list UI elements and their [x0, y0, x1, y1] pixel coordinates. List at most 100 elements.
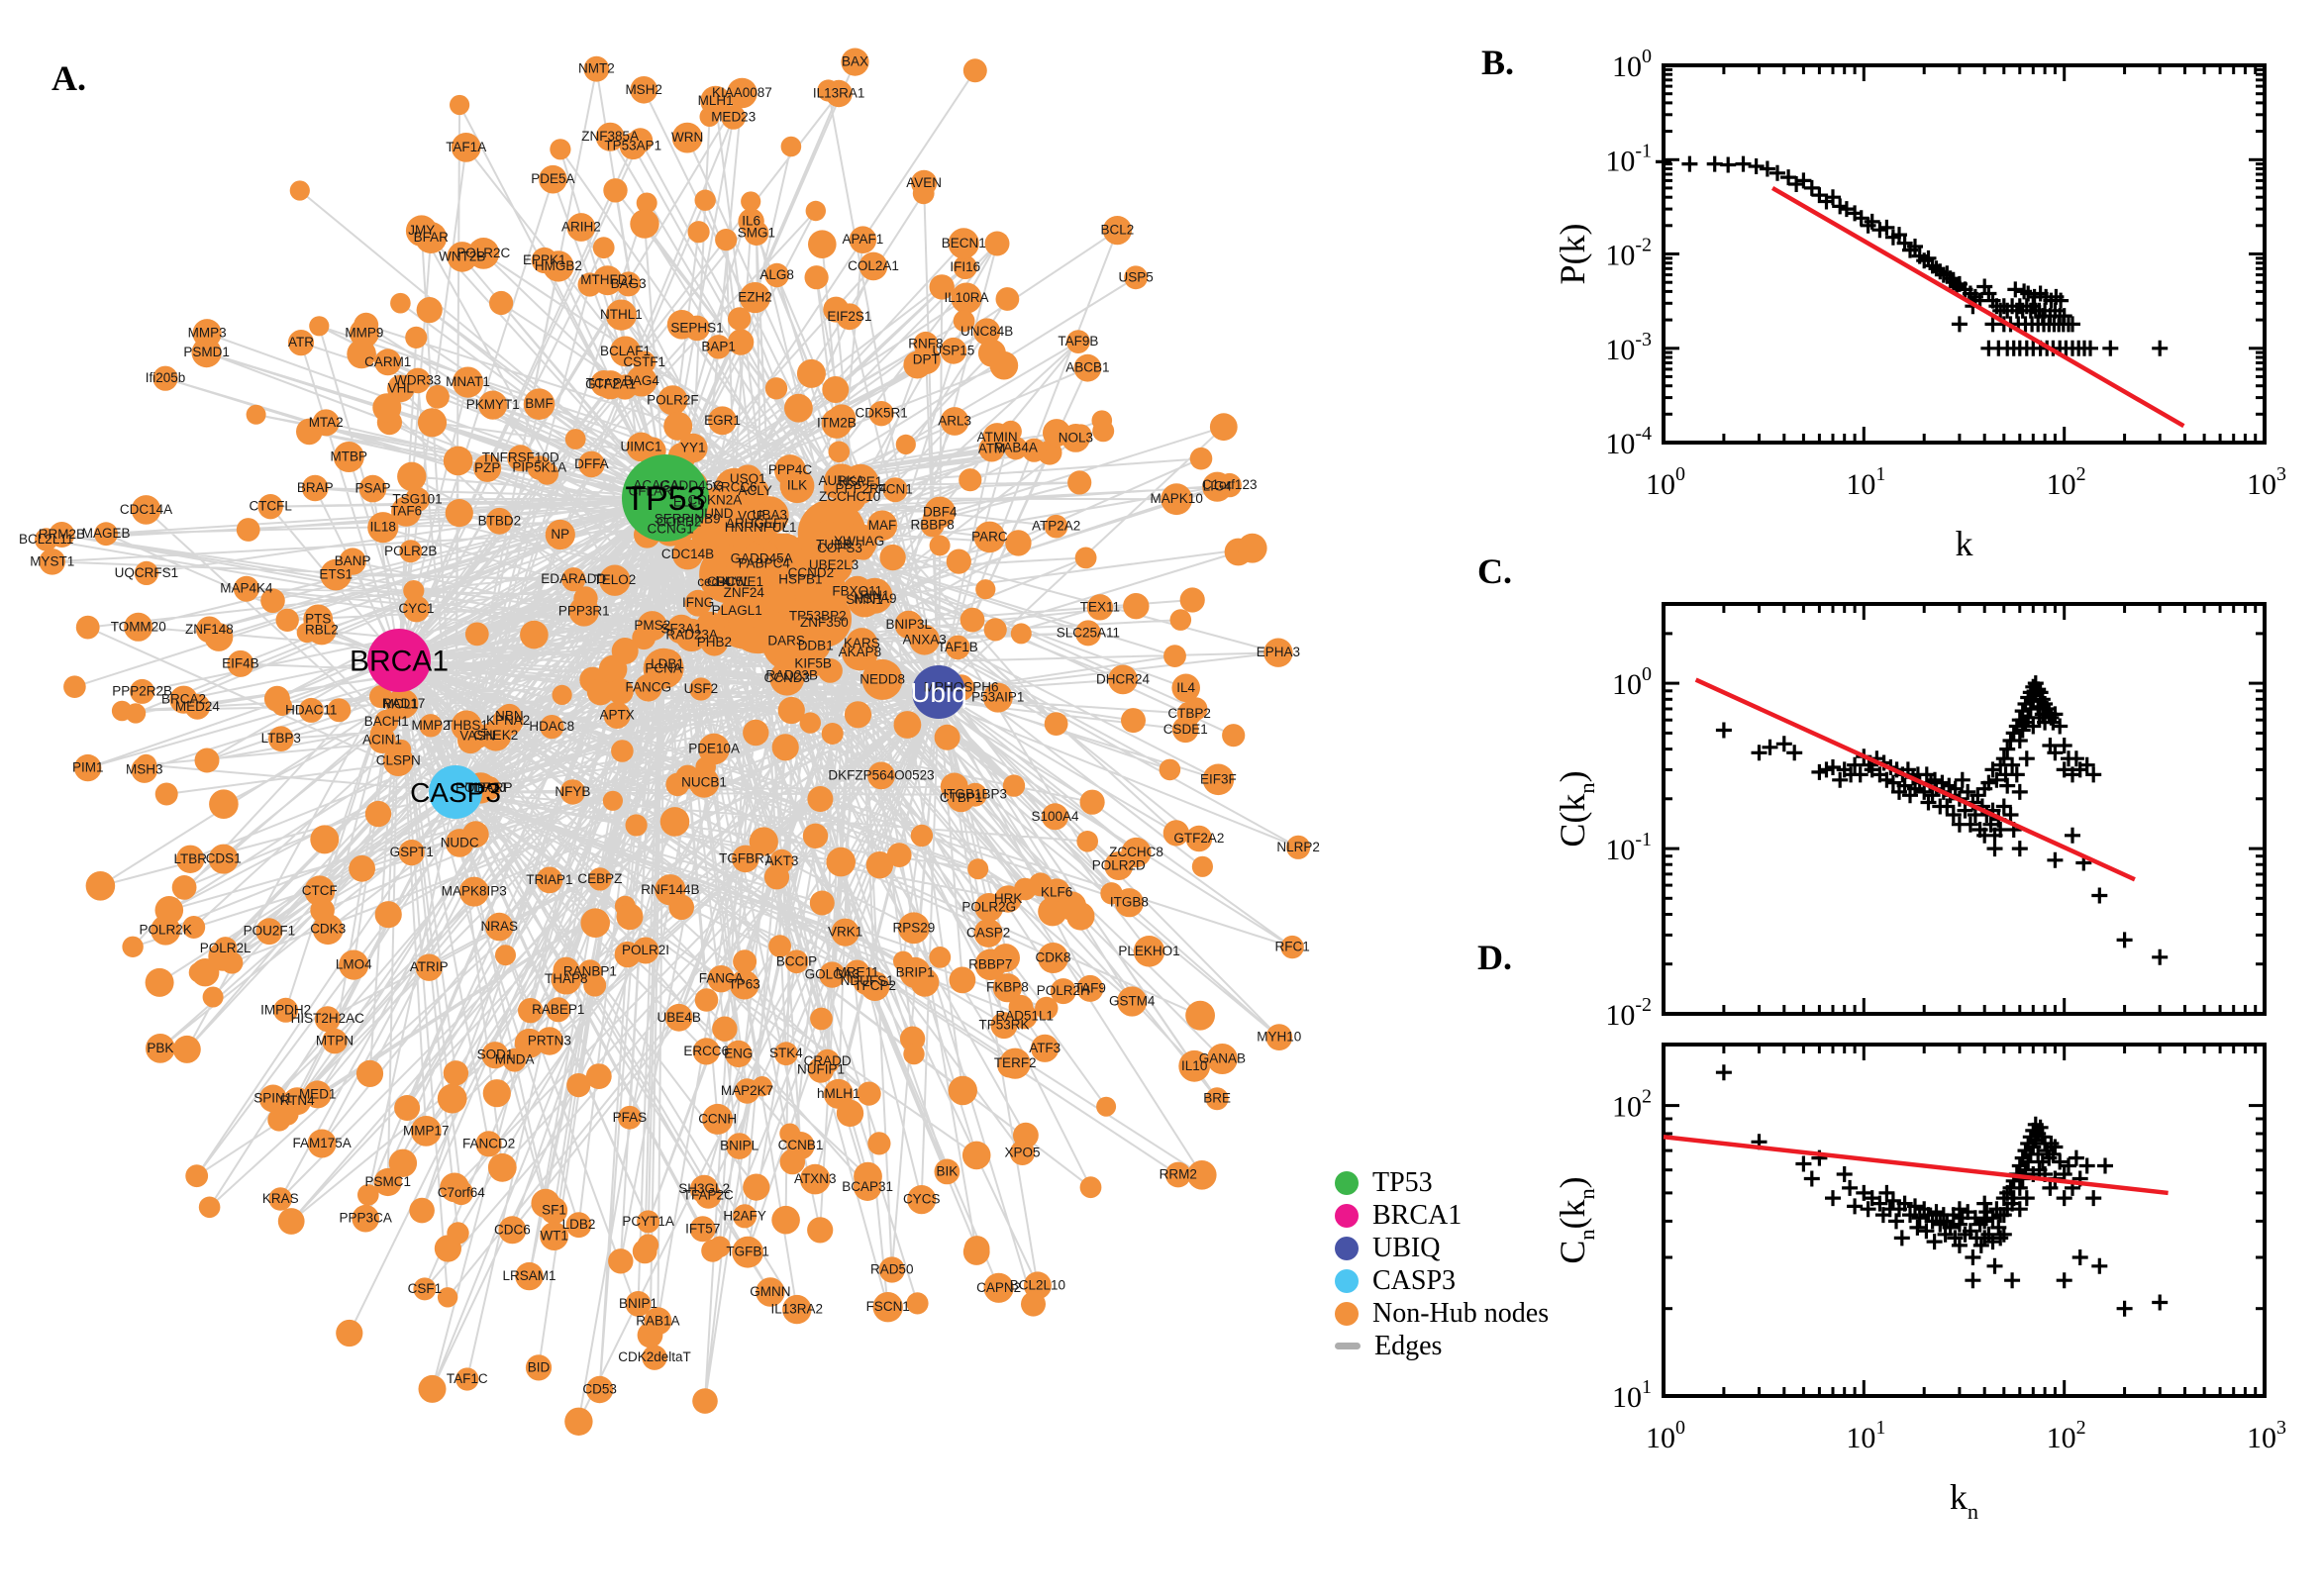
- network-node: [1178, 1049, 1211, 1082]
- network-node: [907, 1185, 937, 1215]
- network-node: [1004, 437, 1028, 460]
- network-node: [663, 411, 693, 441]
- network-node: [807, 1217, 834, 1244]
- network-node-label: IL10: [1181, 1058, 1207, 1073]
- network-nodes: [35, 48, 1311, 1437]
- network-node: [450, 94, 470, 116]
- network-node: [727, 77, 758, 109]
- network-node-label: AKAP8: [839, 645, 882, 659]
- network-node-label: ZNF385A: [581, 129, 639, 144]
- network-node: [675, 764, 700, 789]
- network-node-labels: NEDD8 KARS DDB1 ARHGEF7 PCNA XRCC6 HSPB1 RAD23A…: [19, 54, 1320, 1397]
- network-node: [1067, 470, 1092, 495]
- network-node-label: YY1: [680, 441, 706, 455]
- network-node-label: ACLY: [738, 483, 771, 498]
- legend-node-swatch: [1335, 1170, 1359, 1195]
- network-node-label: VASN: [459, 728, 495, 743]
- x-tick-label: 102: [2047, 1417, 2086, 1454]
- network-node-label: POLR2B: [384, 544, 437, 558]
- network-node: [447, 242, 478, 272]
- network-node: [733, 949, 758, 974]
- network-node-label: ACIN1: [362, 732, 402, 747]
- network-node: [185, 1164, 209, 1188]
- network-node-label: ATMIN: [977, 430, 1018, 445]
- x-tick-label: 101: [1846, 463, 1885, 501]
- network-node: [607, 678, 634, 705]
- network-node: [296, 418, 323, 446]
- network-node-label: RANBP1: [563, 963, 617, 978]
- network-node: [799, 1163, 831, 1195]
- network-node: [808, 230, 837, 258]
- network-node-label: GANAB: [1199, 1051, 1246, 1066]
- network-node: [893, 950, 914, 971]
- network-node: [672, 539, 703, 570]
- network-node: [1096, 1096, 1117, 1117]
- network-node: [831, 918, 859, 947]
- network-node-label: PLAGL1: [712, 603, 762, 618]
- network-node-label: NOL3: [1059, 430, 1093, 445]
- panel-label-c: C.: [1477, 551, 1512, 591]
- network-node-label: FAM175A: [292, 1136, 351, 1150]
- network-node-label: BANP: [335, 553, 371, 568]
- network-node: [625, 1291, 652, 1317]
- network-node: [514, 1028, 545, 1058]
- network-node-label: XPO5: [1004, 1145, 1040, 1159]
- network-node-label: BCAP31: [842, 1179, 893, 1194]
- network-node: [796, 358, 826, 388]
- network-node-label: ELL: [673, 494, 698, 509]
- network-node-label: CEBPZ: [577, 871, 622, 886]
- network-node-label: ACACA: [633, 478, 679, 493]
- network-node-label: IL4: [1176, 680, 1195, 695]
- network-node-label: RBBP8: [911, 518, 955, 533]
- network-node: [819, 961, 846, 988]
- network-node-label: TNFRSF10D: [482, 450, 559, 465]
- network-node: [419, 714, 443, 738]
- network-node-label: NUFIP1: [797, 1062, 845, 1077]
- network-node: [233, 575, 259, 602]
- network-node-label: PRTN3: [528, 1034, 571, 1048]
- network-node: [176, 845, 205, 873]
- network-node-label: BCL2L11: [19, 532, 73, 547]
- network-node: [451, 133, 481, 162]
- network-node-label: PARC: [971, 529, 1008, 544]
- network-node-label: HUWE1: [715, 574, 763, 589]
- network-node: [1035, 996, 1059, 1021]
- network-node: [573, 586, 598, 611]
- network-node-label: EDARADD: [541, 571, 606, 586]
- network-node-label: ALG8: [759, 267, 794, 282]
- svg-text:P(k): P(k): [1553, 224, 1592, 285]
- network-node-label: BCLAF1: [600, 344, 651, 358]
- network-node: [39, 549, 65, 575]
- network-node: [561, 567, 586, 592]
- network-node: [1121, 708, 1146, 734]
- network-node: [1044, 514, 1068, 539]
- network-node-label: MNAT1: [446, 374, 490, 389]
- network-node: [539, 164, 567, 194]
- network-node-label: BNIPL: [720, 1139, 759, 1153]
- network-node: [764, 377, 788, 400]
- network-node: [564, 1407, 593, 1437]
- network-node: [564, 429, 586, 449]
- network-node: [764, 262, 789, 288]
- network-node: [452, 366, 484, 398]
- plot-frame: [1662, 1043, 2267, 1398]
- network-node-label: RBL2: [305, 623, 339, 638]
- network-node-label: CCNB1: [778, 1138, 824, 1152]
- legend-label: TP53: [1372, 1166, 1433, 1198]
- network-node-label: BAP1: [701, 339, 736, 353]
- network-node-label: GMNN: [750, 1284, 790, 1299]
- network-node-label: CTCFL: [249, 499, 292, 514]
- network-node-label: BAG4: [624, 373, 660, 388]
- network-node: [868, 401, 894, 427]
- network-node: [1185, 825, 1213, 852]
- network-node-label: PPP3CA: [340, 1211, 392, 1226]
- network-node: [749, 827, 778, 856]
- network-node: [664, 1003, 693, 1032]
- network-node-label: C1orf123: [1202, 477, 1258, 492]
- network-node: [630, 76, 657, 104]
- network-node-label: USP5: [1118, 269, 1153, 284]
- network-node: [418, 1374, 447, 1403]
- network-node-label: DHCR24: [1096, 671, 1151, 686]
- network-node-label: CD53: [582, 1382, 617, 1397]
